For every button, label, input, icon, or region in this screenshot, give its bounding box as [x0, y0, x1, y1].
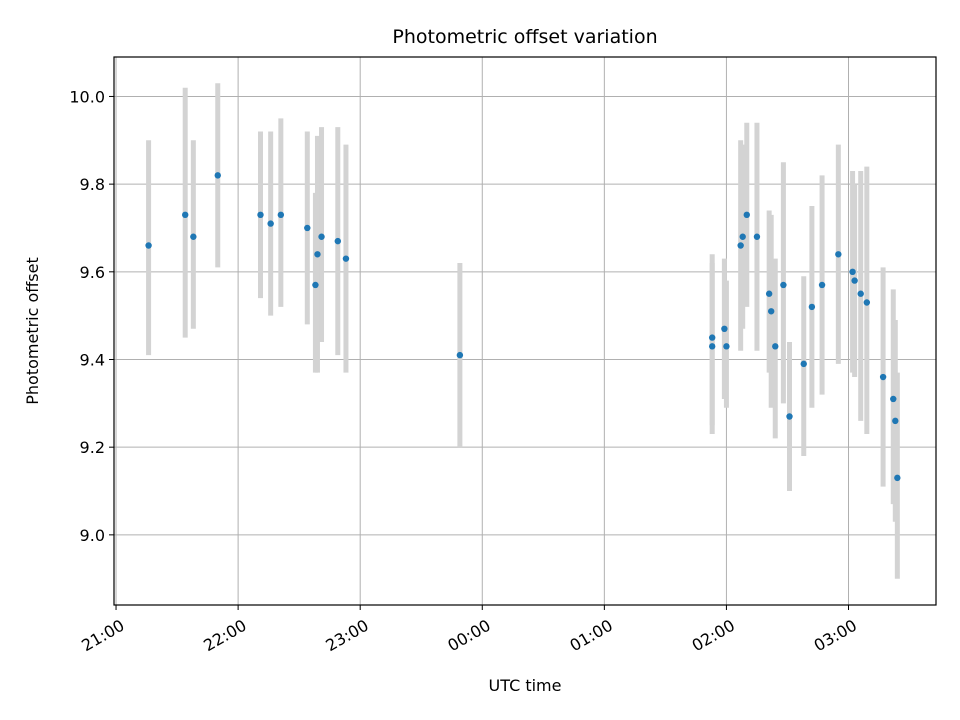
- data-point: [772, 343, 779, 350]
- data-point: [849, 268, 856, 276]
- data-point: [318, 233, 325, 240]
- data-point: [182, 211, 189, 219]
- data-point: [342, 255, 350, 262]
- data-point: [190, 233, 197, 240]
- data-point: [879, 373, 887, 381]
- y-tick-label: 10.0: [69, 87, 105, 106]
- data-point: [214, 172, 221, 179]
- data-point: [737, 242, 744, 249]
- data-point: [786, 413, 793, 420]
- data-point: [800, 360, 807, 368]
- y-tick-label: 9.8: [80, 175, 105, 194]
- data-point: [456, 351, 464, 359]
- y-axis-label: Photometric offset: [23, 257, 42, 405]
- data-point: [145, 242, 152, 249]
- chart-title: Photometric offset variation: [392, 26, 657, 48]
- y-tick-label: 9.2: [80, 438, 105, 457]
- data-point: [857, 290, 864, 297]
- data-point: [312, 281, 319, 289]
- data-point: [780, 281, 787, 289]
- data-point: [753, 233, 761, 240]
- data-point: [267, 220, 274, 227]
- data-point: [334, 237, 342, 245]
- y-axis-ticks: 9.0 9.2 9.4 9.6 9.8 10.0: [69, 87, 114, 545]
- data-point: [890, 395, 897, 403]
- data-point: [708, 343, 716, 350]
- data-point: [818, 281, 826, 289]
- data-point: [765, 290, 773, 297]
- data-point: [892, 417, 899, 425]
- x-axis-label: UTC time: [489, 676, 562, 695]
- data-point: [743, 211, 750, 219]
- plot-frame: [113, 56, 937, 606]
- y-tick-label: 9.0: [80, 526, 105, 545]
- data-point: [767, 308, 775, 315]
- data-point: [314, 251, 321, 258]
- data-point: [808, 303, 816, 311]
- y-tick-label: 9.6: [80, 263, 105, 282]
- data-point: [257, 211, 264, 219]
- data-point: [277, 211, 285, 219]
- y-tick-label: 9.4: [80, 350, 105, 369]
- data-point: [894, 474, 901, 482]
- data-point: [739, 233, 746, 240]
- data-point: [835, 251, 842, 258]
- data-points: [145, 172, 901, 482]
- data-point: [863, 299, 871, 306]
- data-point: [708, 334, 716, 341]
- data-point: [723, 343, 730, 350]
- data-point: [851, 277, 858, 284]
- data-point: [304, 224, 311, 232]
- data-point: [721, 325, 728, 333]
